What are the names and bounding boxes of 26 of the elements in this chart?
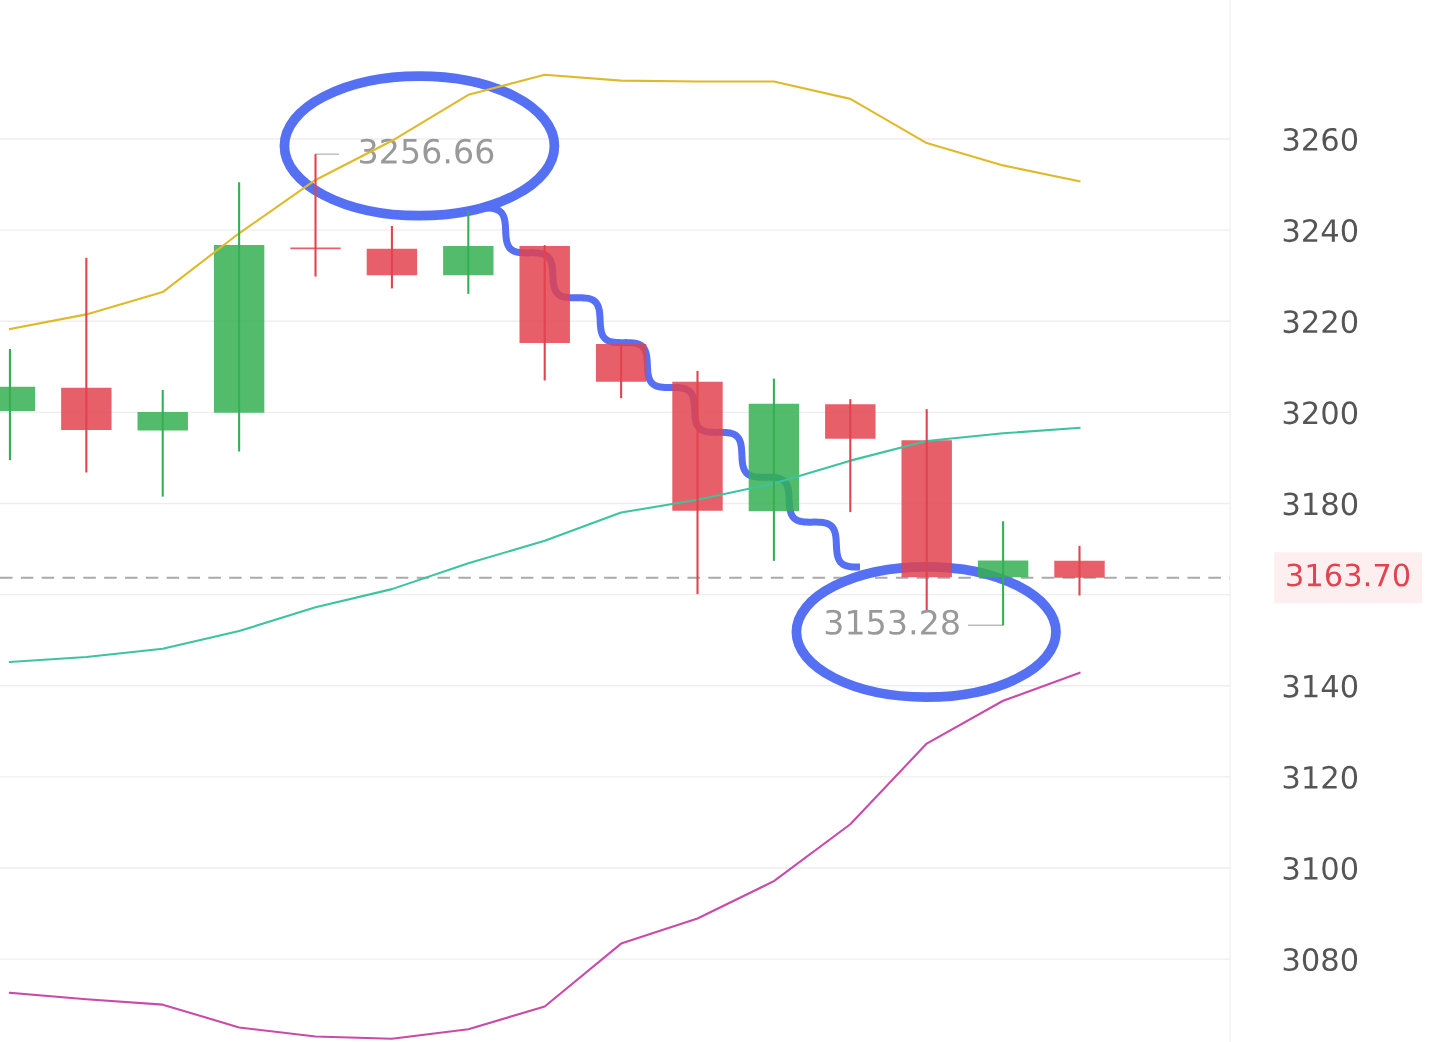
candlestick (290, 153, 341, 278)
line-series (8, 426, 1081, 664)
line-series (8, 671, 1081, 1040)
candlestick (748, 377, 800, 562)
candlestick (595, 342, 647, 400)
y-tick-label: 3260 (1283, 127, 1358, 152)
candlestick (519, 244, 570, 382)
candlestick (137, 388, 188, 498)
annotation: 3153.28 (825, 609, 959, 635)
candlestick (61, 256, 112, 474)
y-tick-label: 3220 (1283, 310, 1358, 334)
y-tick-label: 3240 (1283, 219, 1358, 243)
candlestick (672, 369, 723, 596)
candlestick (1054, 544, 1105, 597)
candlestick (443, 209, 494, 295)
ref-line-label: 3163.70 (1287, 563, 1410, 587)
line-series (8, 73, 1081, 330)
candlestick (213, 181, 265, 453)
y-tick-label: 3200 (1283, 401, 1358, 425)
candlestick (366, 224, 418, 290)
y-tick-label: 3100 (1283, 856, 1358, 880)
y-tick-label: 3080 (1283, 948, 1358, 972)
candlestick (825, 398, 876, 514)
y-tick-label: 3180 (1283, 492, 1358, 516)
y-tick-label: 3120 (1283, 765, 1358, 789)
y-tick-label: 3140 (1283, 674, 1358, 698)
